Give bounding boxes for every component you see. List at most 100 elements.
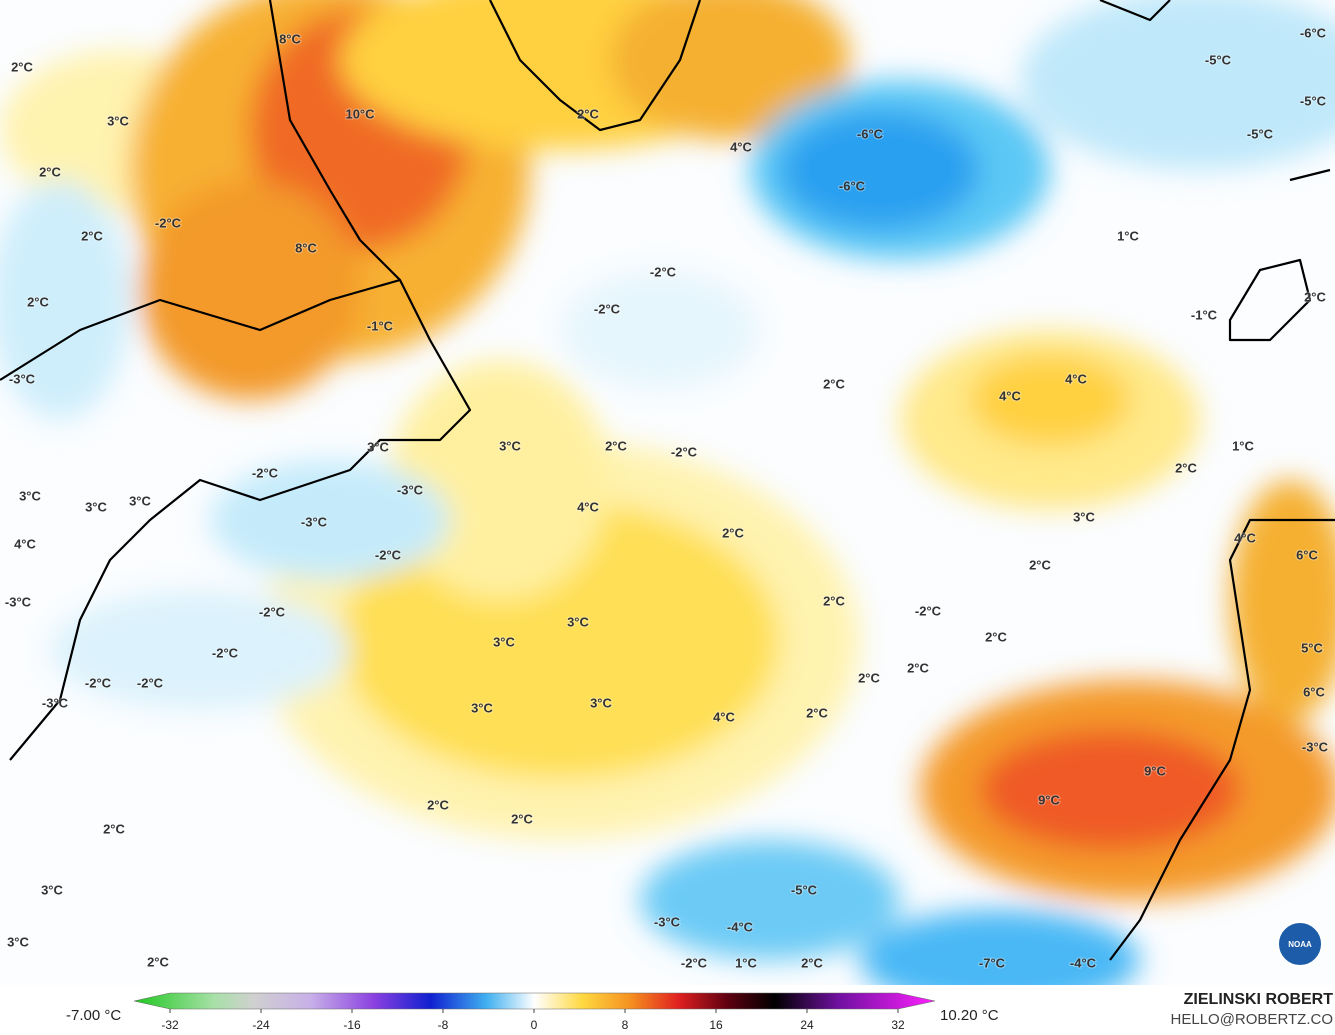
temp-label: 4°C bbox=[713, 709, 735, 724]
credit-name: ZIELINSKI ROBERT bbox=[1184, 991, 1334, 1008]
temp-label: 3°C bbox=[1073, 509, 1095, 524]
temp-label: -5°C bbox=[1205, 52, 1232, 67]
temp-label: -5°C bbox=[1300, 93, 1327, 108]
temp-label: 2°C bbox=[1304, 289, 1326, 304]
temp-label: 2°C bbox=[11, 59, 33, 74]
temp-label: 2°C bbox=[823, 376, 845, 391]
temp-label: -1°C bbox=[367, 318, 394, 333]
temp-label: 4°C bbox=[999, 388, 1021, 403]
colorbar-tick-label: 16 bbox=[709, 1018, 723, 1032]
temp-label: -2°C bbox=[259, 604, 286, 619]
colorbar-tick-label: 8 bbox=[622, 1018, 629, 1032]
temp-label: -6°C bbox=[839, 178, 866, 193]
temp-label: 4°C bbox=[730, 139, 752, 154]
temp-label: -2°C bbox=[594, 301, 621, 316]
temp-label: 2°C bbox=[427, 797, 449, 812]
temp-label: 2°C bbox=[605, 438, 627, 453]
colorbar-tick-label: 32 bbox=[891, 1018, 905, 1032]
colorbar-ticks: -32 -24 -16 -8 0 8 16 24 32 bbox=[161, 1009, 905, 1032]
colorbar-tick-label: -24 bbox=[252, 1018, 270, 1032]
temp-label: 2°C bbox=[511, 811, 533, 826]
colorbar-max: 10.20 °C bbox=[940, 1007, 999, 1024]
temp-label: 2°C bbox=[27, 294, 49, 309]
temp-label: -2°C bbox=[681, 955, 708, 970]
colorbar-tick-label: 24 bbox=[800, 1018, 814, 1032]
temp-label: -2°C bbox=[212, 645, 239, 660]
temp-label: 3°C bbox=[7, 934, 29, 949]
temp-label: 2°C bbox=[147, 954, 169, 969]
temp-label: 5°C bbox=[1301, 640, 1323, 655]
noaa-logo-text: NOAA bbox=[1288, 940, 1312, 949]
temp-label: 4°C bbox=[1065, 371, 1087, 386]
temp-label: -6°C bbox=[857, 126, 884, 141]
temp-label: -7°C bbox=[979, 955, 1006, 970]
temp-label: 3°C bbox=[129, 493, 151, 508]
noaa-logo bbox=[1277, 921, 1323, 967]
temp-label: 6°C bbox=[1296, 547, 1318, 562]
temp-label: -2°C bbox=[85, 675, 112, 690]
colorbar-tick-label: -8 bbox=[438, 1018, 449, 1032]
temp-label: 4°C bbox=[14, 536, 36, 551]
temp-label: 2°C bbox=[985, 629, 1007, 644]
temp-label: 1°C bbox=[1232, 438, 1254, 453]
temp-label: -2°C bbox=[155, 215, 182, 230]
temp-label: 3°C bbox=[19, 488, 41, 503]
temp-label: 3°C bbox=[471, 700, 493, 715]
temp-label: 8°C bbox=[295, 240, 317, 255]
temp-label: -2°C bbox=[252, 465, 279, 480]
temp-label: 2°C bbox=[103, 821, 125, 836]
temp-label: 2°C bbox=[801, 955, 823, 970]
temp-label: -2°C bbox=[375, 547, 402, 562]
temp-label: 2°C bbox=[577, 106, 599, 121]
temp-label: -3°C bbox=[42, 695, 69, 710]
temp-label: 3°C bbox=[590, 695, 612, 710]
temp-label: -2°C bbox=[650, 264, 677, 279]
temp-label: 2°C bbox=[823, 593, 845, 608]
temp-label: 3°C bbox=[367, 439, 389, 454]
temp-label: -3°C bbox=[301, 514, 328, 529]
colorbar-min: -7.00 °C bbox=[66, 1007, 121, 1024]
temp-label: -5°C bbox=[791, 882, 818, 897]
temp-label: 3°C bbox=[567, 614, 589, 629]
temp-label: 10°C bbox=[345, 106, 375, 121]
temp-label: -4°C bbox=[1070, 955, 1097, 970]
temp-label: 1°C bbox=[1117, 228, 1139, 243]
temp-label: -4°C bbox=[727, 919, 754, 934]
temp-label: 2°C bbox=[81, 228, 103, 243]
temp-label: 4°C bbox=[577, 499, 599, 514]
temp-label: 3°C bbox=[499, 438, 521, 453]
temp-label: -3°C bbox=[5, 594, 32, 609]
temp-label: 2°C bbox=[1175, 460, 1197, 475]
temp-label: 3°C bbox=[41, 882, 63, 897]
colorbar-tick-label: 0 bbox=[531, 1018, 538, 1032]
temp-label: 2°C bbox=[907, 660, 929, 675]
temp-label: 4°C bbox=[1234, 530, 1256, 545]
temp-label: 1°C bbox=[735, 955, 757, 970]
temp-label: 2°C bbox=[39, 164, 61, 179]
temp-label: -1°C bbox=[1191, 307, 1218, 322]
map-labels: 8°C 2°C 10°C 3°C 2°C -2°C 2°C 8°C 2°C -1°C -3°C 3°C… bbox=[4, 24, 1330, 971]
temp-label: 2°C bbox=[722, 525, 744, 540]
temp-label: -3°C bbox=[654, 914, 681, 929]
temp-label: -2°C bbox=[137, 675, 164, 690]
temp-label: 3°C bbox=[85, 499, 107, 514]
temp-label: 8°C bbox=[279, 31, 301, 46]
temp-label: -3°C bbox=[397, 482, 424, 497]
footer bbox=[0, 985, 1335, 1035]
colorbar-tick-label: -16 bbox=[343, 1018, 361, 1032]
temp-label: -3°C bbox=[1302, 739, 1329, 754]
temp-label: 9°C bbox=[1038, 792, 1060, 807]
temp-label: 3°C bbox=[493, 634, 515, 649]
temp-label: -6°C bbox=[1300, 25, 1327, 40]
temp-label: 6°C bbox=[1303, 684, 1325, 699]
temp-label: 2°C bbox=[858, 670, 880, 685]
temp-label: 2°C bbox=[1029, 557, 1051, 572]
temp-label: 2°C bbox=[806, 705, 828, 720]
colorbar bbox=[133, 992, 936, 1010]
credit-email: HELLO@ROBERTZ.CO bbox=[1171, 1011, 1333, 1028]
temp-label: -2°C bbox=[915, 603, 942, 618]
temp-label: 9°C bbox=[1144, 763, 1166, 778]
colorbar-tick-label: -32 bbox=[161, 1018, 179, 1032]
temp-label: -3°C bbox=[9, 371, 36, 386]
